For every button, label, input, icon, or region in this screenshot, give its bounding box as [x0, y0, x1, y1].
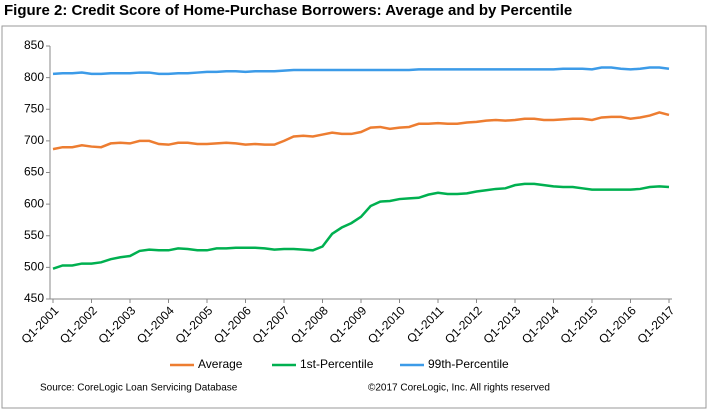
legend-label: Average: [198, 357, 243, 371]
x-tick-label: Q1-2014: [519, 303, 562, 346]
y-tick-label: 600: [24, 196, 44, 210]
series-line: [52, 182, 670, 270]
chart-border: [1, 25, 707, 409]
y-tick-label: 750: [24, 101, 44, 115]
x-tick-label: Q1-2001: [18, 303, 61, 346]
x-tick-label: Q1-2009: [326, 303, 369, 346]
y-tick-label: 450: [24, 291, 44, 305]
x-tick-label: Q1-2003: [95, 303, 138, 346]
y-tick-label: 500: [24, 260, 44, 274]
x-tick-label: Q1-2008: [288, 303, 331, 346]
x-tick-label: Q1-2013: [480, 303, 523, 346]
y-tick-label: 550: [24, 228, 44, 242]
y-tick-label: 850: [24, 38, 44, 52]
legend-label: 1st-Percentile: [300, 357, 374, 371]
x-tick-label: Q1-2006: [211, 303, 254, 346]
x-tick-label: Q1-2016: [596, 303, 639, 346]
legend-label: 99th-Percentile: [428, 357, 509, 371]
y-tick-label: 700: [24, 133, 44, 147]
x-tick-label: Q1-2002: [57, 303, 100, 346]
y-tick-label: 650: [24, 165, 44, 179]
series-line: [52, 66, 670, 76]
x-tick-label: Q1-2007: [249, 303, 292, 346]
series-line: [52, 111, 670, 151]
x-tick-label: Q1-2011: [404, 303, 447, 346]
x-tick-label: Q1-2010: [365, 303, 408, 346]
x-tick-label: Q1-2015: [557, 303, 600, 346]
y-tick-label: 800: [24, 70, 44, 84]
x-tick-label: Q1-2004: [134, 303, 177, 346]
x-tick-label: Q1-2012: [442, 303, 485, 346]
x-tick-label: Q1-2017: [634, 303, 677, 346]
copyright: ©2017 CoreLogic, Inc. All rights reserve…: [368, 383, 550, 394]
chart-title: Figure 2: Credit Score of Home-Purchase …: [4, 2, 572, 19]
source: Source: CoreLogic Loan Servicing Databas…: [40, 383, 238, 394]
x-tick-label: Q1-2005: [172, 303, 215, 346]
